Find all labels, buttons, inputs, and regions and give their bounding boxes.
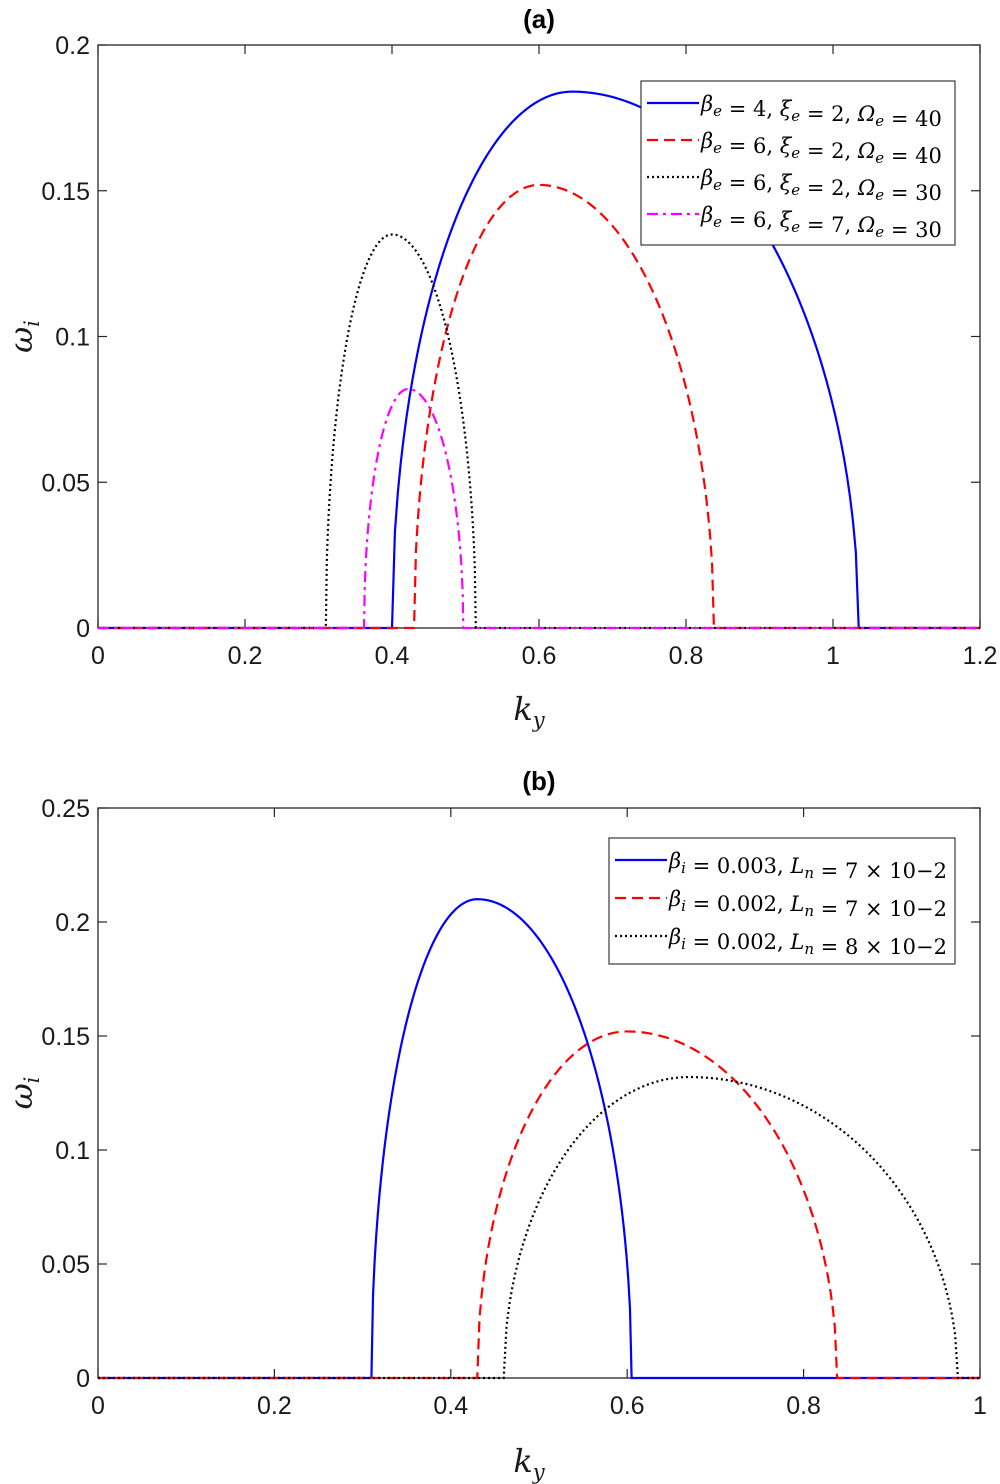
series-line-1 (98, 898, 980, 1380)
x-tick-label: 0 (91, 642, 105, 670)
x-tick-label: 1.2 (963, 642, 998, 670)
series-line-1 (98, 90, 980, 630)
series-line-2 (98, 183, 980, 630)
y-tick-label: 0.05 (41, 469, 90, 497)
chart-panel-a: (a) 0 0.2 0.4 0.6 0.8 1 1.2 0 0.05 0.1 0.15 0.2 ky ωi β… (2, 4, 997, 732)
x-tick-label: 0.2 (228, 642, 263, 670)
legend-entry: βe = 6, ξe = 7, Ωe = 30 (700, 203, 942, 242)
y-tick-label: 0 (76, 615, 90, 643)
x-tick-label: 0.6 (522, 642, 557, 670)
series-line-4 (98, 387, 980, 630)
x-axis-label: ky (513, 1442, 545, 1484)
x-tick-label: 0.8 (786, 1392, 821, 1420)
y-axis-label: ωi (2, 1077, 44, 1110)
legend-entry: βe = 6, ξe = 2, Ωe = 30 (700, 166, 942, 205)
y-axis-label: ωi (2, 320, 44, 353)
legend-entry: βe = 4, ξe = 2, Ωe = 40 (700, 92, 942, 131)
chart-panel-b: (b) 0 0.2 0.4 0.6 0.8 1 0 0.05 0.1 0.15 0.2 0.25 ky ωi… (2, 766, 987, 1484)
y-tick-label: 0.15 (41, 178, 90, 206)
x-tick-label: 1 (973, 1392, 987, 1420)
legend-box (640, 80, 956, 246)
y-tick-label: 0.1 (55, 1137, 90, 1165)
series-line-2 (98, 1030, 980, 1380)
x-tick-label: 0.6 (610, 1392, 645, 1420)
x-tick-label: 0.8 (669, 642, 704, 670)
x-axis-label: ky (513, 690, 545, 732)
y-tick-label: 0.15 (41, 1023, 90, 1051)
x-tick-label: 0.2 (257, 1392, 292, 1420)
y-tick-label: 0.25 (41, 795, 90, 823)
y-tick-label: 0.2 (55, 909, 90, 937)
x-tick-label: 0 (91, 1392, 105, 1420)
y-tick-label: 0 (76, 1365, 90, 1393)
x-tick-label: 1 (826, 642, 840, 670)
x-tick-label: 0.4 (375, 642, 410, 670)
legend-entry: βi = 0.002, Ln = 8 × 10−2 (668, 925, 947, 959)
series-line-3 (98, 233, 980, 630)
chart-title: (a) (523, 4, 555, 34)
legend-entry: βi = 0.003, Ln = 7 × 10−2 (668, 849, 947, 883)
x-tick-label: 0.4 (433, 1392, 468, 1420)
legend-entry: βe = 6, ξe = 2, Ωe = 40 (700, 129, 942, 168)
y-tick-label: 0.2 (55, 32, 90, 60)
series-line-3 (98, 1075, 980, 1380)
y-tick-label: 0.05 (41, 1251, 90, 1279)
chart-title: (b) (522, 766, 555, 796)
y-tick-label: 0.1 (55, 324, 90, 352)
legend-entry: βi = 0.002, Ln = 7 × 10−2 (668, 887, 947, 921)
